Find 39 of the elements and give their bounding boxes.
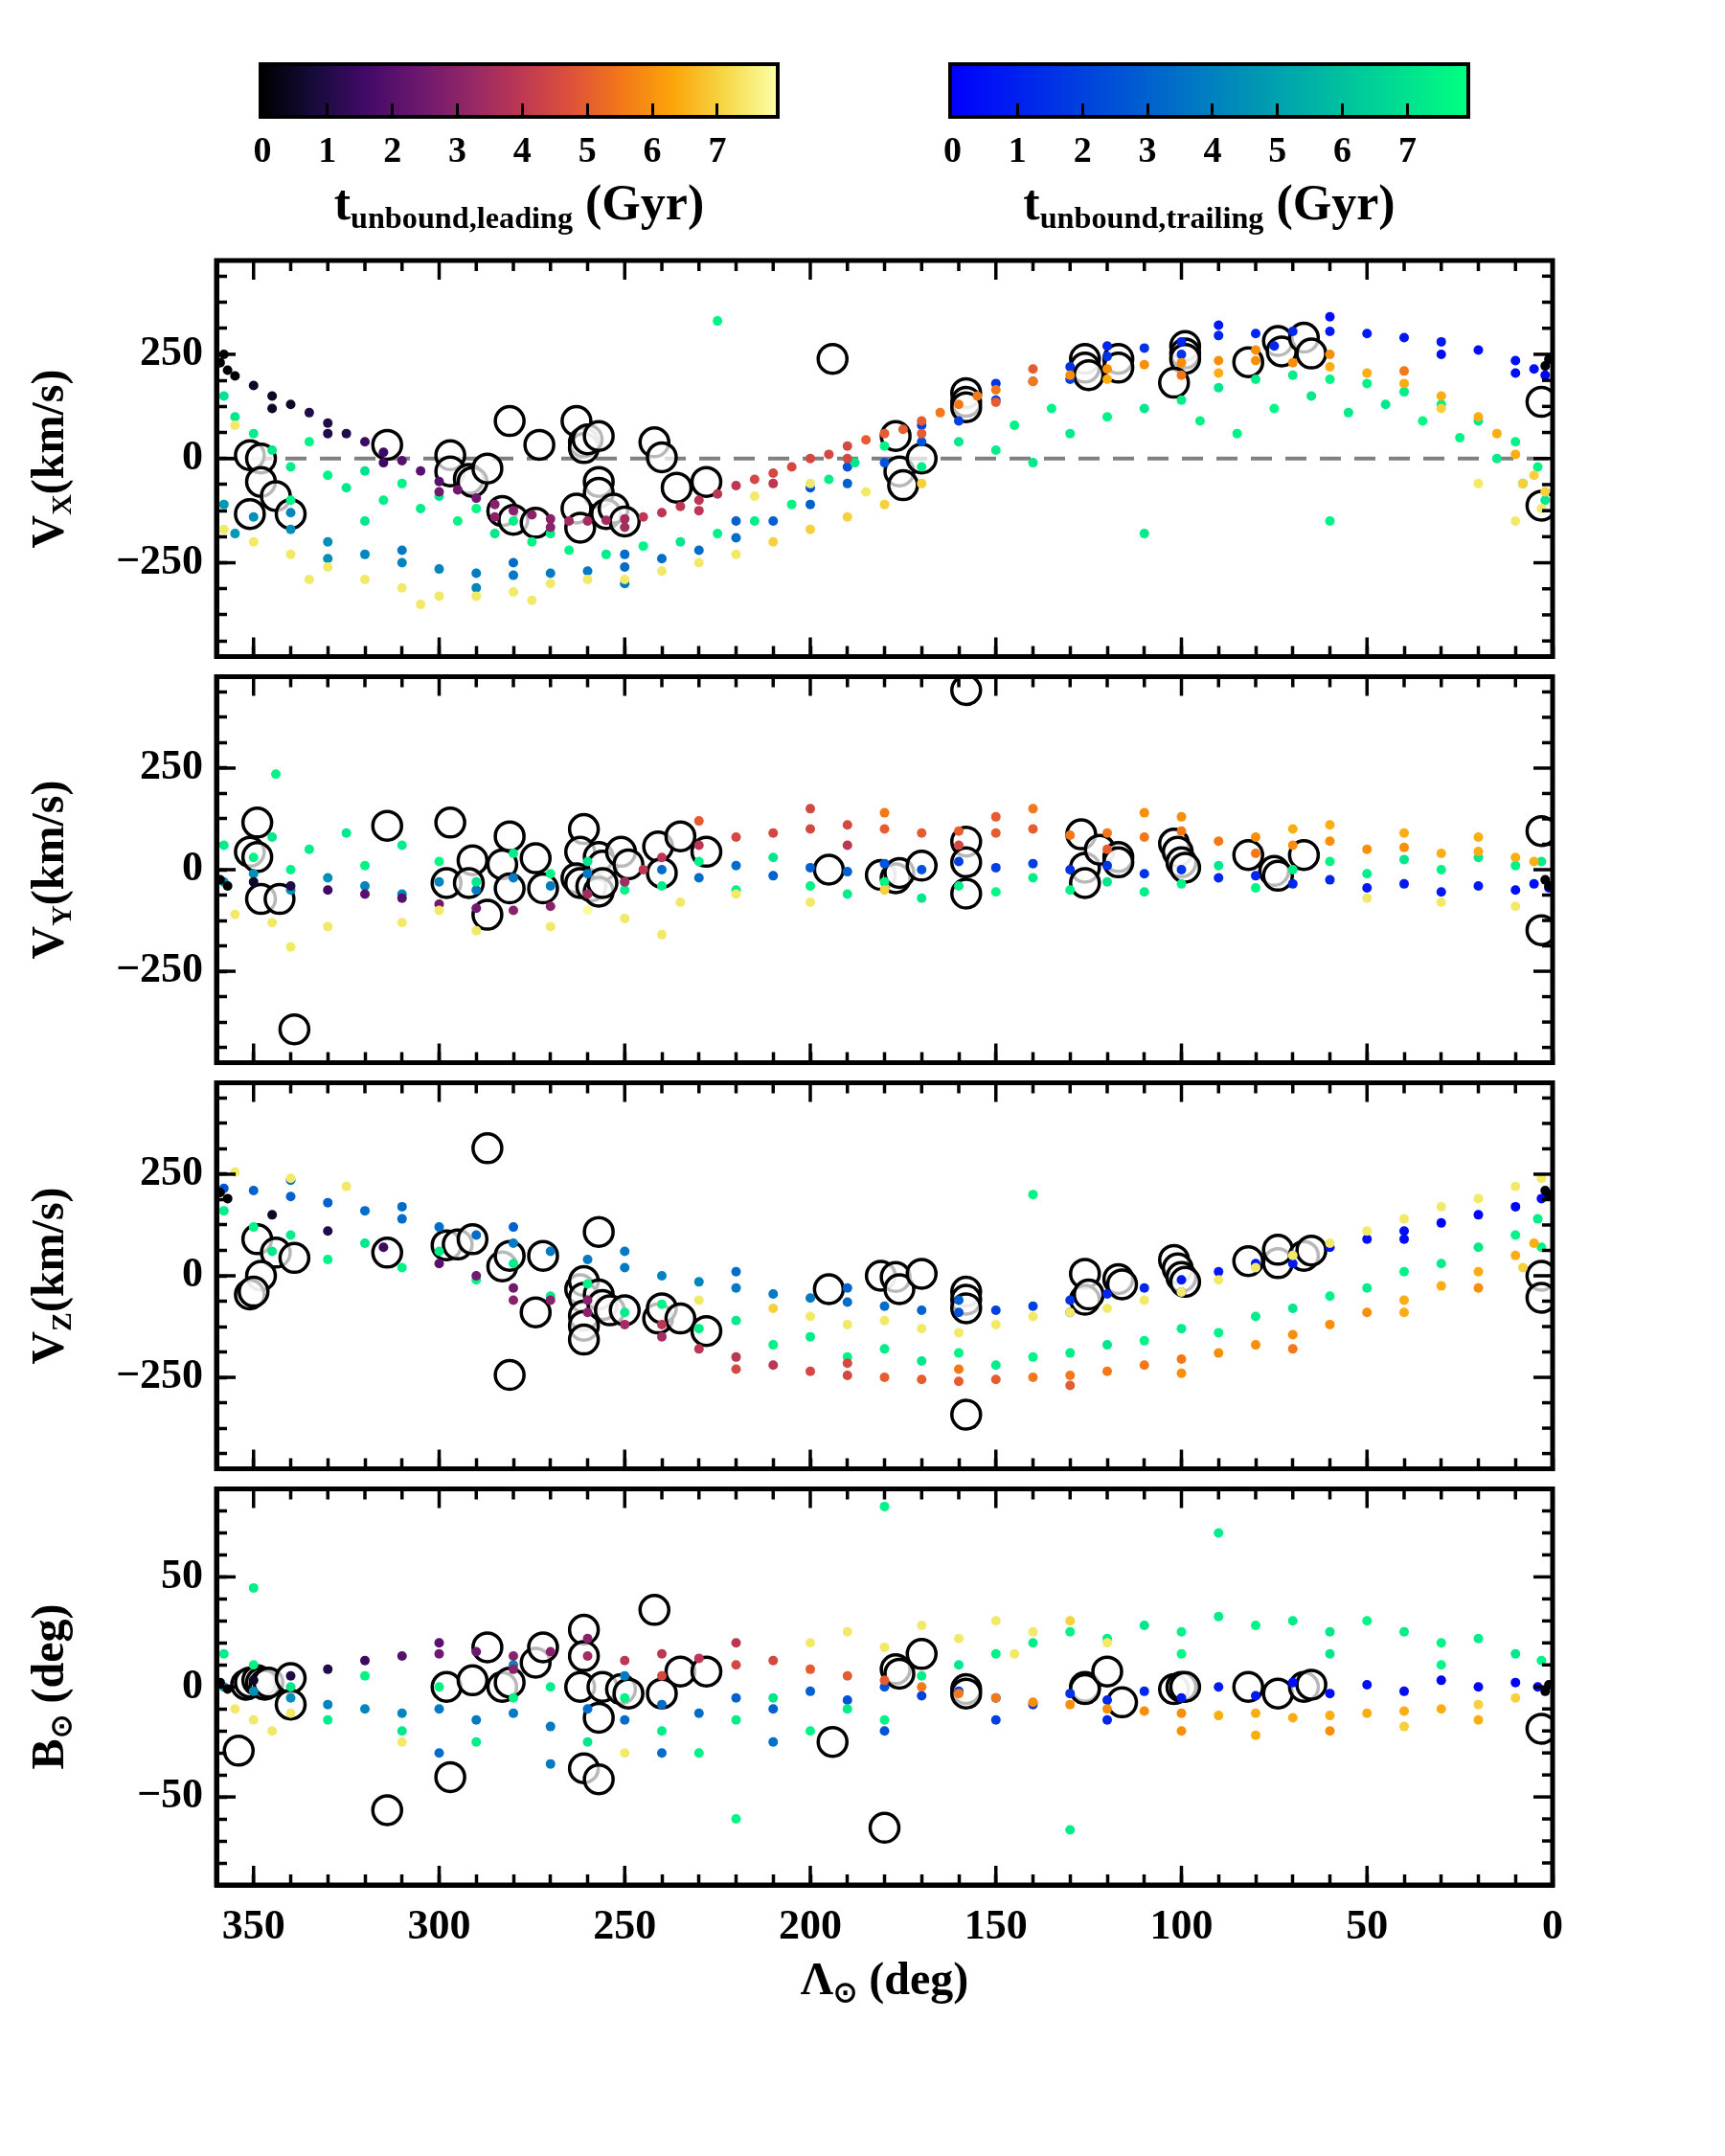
text: 0: [253, 129, 272, 170]
x-tick-label: 150: [964, 1900, 1028, 1948]
text: 6: [1333, 129, 1352, 170]
x-axis-title: Λ$_{⊙}$ (deg): [800, 1953, 969, 2008]
x-tick-label: 250: [593, 1900, 657, 1948]
y-tick-label: 0: [182, 843, 203, 891]
text: 2: [1073, 129, 1092, 170]
text: t$_{unbound,trailing}$ (Gyr): [1023, 175, 1396, 236]
y-tick-label: 0: [182, 1249, 203, 1297]
y-tick-label: −250: [115, 1350, 203, 1398]
x-tick-label: 200: [779, 1900, 842, 1948]
text: 4: [1203, 129, 1222, 170]
y-tick-label: −250: [115, 944, 203, 992]
text: 2: [383, 129, 402, 170]
x-tick-label: 300: [407, 1900, 471, 1948]
y-tick-label: −250: [115, 535, 203, 583]
text: 1: [1008, 129, 1027, 170]
text: 5: [1268, 129, 1287, 170]
text: 3: [1138, 129, 1157, 170]
text: 1: [318, 129, 337, 170]
y-tick-label: 250: [140, 328, 203, 375]
text: t$_{unbound,leading}$ (Gyr): [333, 175, 705, 236]
y-tick-label: −50: [136, 1770, 203, 1818]
x-tick-label: 0: [1542, 1900, 1563, 1948]
y-tick-label: 250: [140, 741, 203, 789]
x-tick-label: 50: [1346, 1900, 1389, 1948]
text: 0: [942, 129, 962, 170]
text: 4: [512, 129, 532, 170]
x-tick-label: 100: [1149, 1900, 1214, 1948]
x-tick-label: 350: [221, 1900, 285, 1948]
text: 6: [643, 129, 662, 170]
text: 7: [1397, 129, 1417, 170]
text: 7: [708, 129, 727, 170]
text: 5: [578, 129, 597, 170]
y-tick-label: 0: [182, 1660, 203, 1708]
y-tick-label: 50: [161, 1550, 203, 1598]
y-tick-label: 0: [182, 432, 203, 480]
text: 3: [448, 129, 466, 170]
y-tick-label: 250: [140, 1147, 203, 1195]
